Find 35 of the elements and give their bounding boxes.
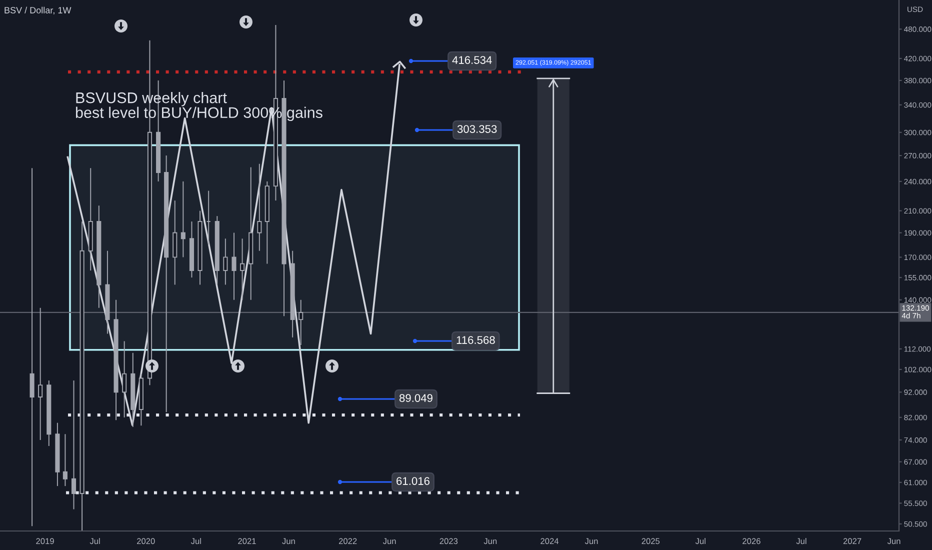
x-tick-label: Jun xyxy=(584,538,598,544)
x-tick-label: 2023 xyxy=(440,538,458,544)
annotation: 61.016 xyxy=(396,477,430,485)
x-tick-label: Jun xyxy=(282,538,295,544)
candlestick xyxy=(180,180,186,258)
x-tick-label: 2026 xyxy=(742,538,760,544)
x-tick-label: Jun xyxy=(382,538,396,544)
x-tick-label: 2027 xyxy=(843,538,862,544)
text: BSV / Dollar, 1W xyxy=(4,6,72,14)
candlestick xyxy=(122,340,127,418)
candlestick xyxy=(38,307,43,440)
x-tick-label: Jul xyxy=(695,538,706,544)
x-tick-label: 2025 xyxy=(642,538,660,544)
annotation: 416.534 xyxy=(452,56,492,64)
candlestick xyxy=(30,168,34,527)
x-tick-label: 2024 xyxy=(540,538,559,544)
annotation: 89.049 xyxy=(399,394,432,402)
candlestick xyxy=(232,232,236,300)
candlestick xyxy=(298,299,304,346)
x-tick-label: Jul xyxy=(190,538,201,544)
x-tick-label: Jul xyxy=(796,538,806,544)
candlestick xyxy=(240,238,245,300)
x-tick-label: 2022 xyxy=(338,538,357,544)
annotation: 116.568 xyxy=(456,336,495,344)
annotation: 303.353 xyxy=(457,125,497,133)
candlestick xyxy=(257,163,262,252)
candlestick xyxy=(223,238,228,286)
x-tick-label: Jun xyxy=(887,538,900,544)
x-tick-label: 2021 xyxy=(238,538,256,544)
x-tick-label: 2020 xyxy=(137,538,155,544)
x-tick-label: Jul xyxy=(90,538,100,544)
x-tick-label: 2019 xyxy=(36,538,54,544)
candlestick xyxy=(62,434,68,487)
candlestick xyxy=(71,380,76,510)
x-tick-label: Jun xyxy=(484,538,497,544)
